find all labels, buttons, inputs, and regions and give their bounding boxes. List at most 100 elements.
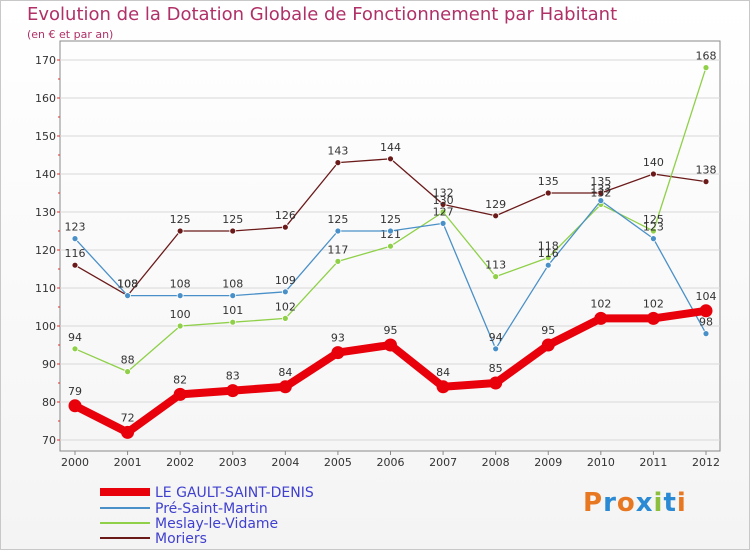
data-label: 108 — [117, 278, 138, 291]
logo-letter: o — [616, 488, 636, 518]
data-label: 123 — [643, 221, 664, 234]
data-point — [281, 314, 289, 322]
data-point — [68, 399, 82, 413]
data-point — [597, 189, 605, 197]
data-point — [597, 197, 605, 205]
data-label: 144 — [380, 141, 401, 154]
data-point — [71, 235, 79, 243]
data-point — [176, 227, 184, 235]
y-tick-label: 160 — [35, 92, 56, 105]
data-label: 130 — [433, 194, 454, 207]
y-tick-label: 110 — [35, 282, 56, 295]
data-point — [439, 200, 447, 208]
x-tick-label: 2008 — [482, 456, 510, 469]
y-tick-label: 150 — [35, 130, 56, 143]
data-point — [544, 189, 552, 197]
data-point — [334, 159, 342, 167]
data-label: 104 — [696, 290, 717, 303]
data-point — [650, 235, 657, 243]
data-point — [699, 304, 713, 318]
x-tick-label: 2005 — [324, 456, 352, 469]
data-point — [439, 219, 447, 227]
data-label: 94 — [489, 331, 503, 344]
data-point — [646, 311, 660, 325]
y-tick-label: 100 — [35, 320, 56, 333]
data-point — [387, 227, 394, 235]
logo-letter: i — [653, 488, 664, 518]
data-label: 126 — [275, 209, 296, 222]
y-tick-label: 170 — [35, 54, 56, 67]
data-point — [439, 208, 447, 216]
data-point — [544, 261, 552, 269]
data-label: 102 — [590, 297, 611, 310]
x-tick-label: 2011 — [639, 456, 667, 469]
data-label: 109 — [275, 274, 296, 287]
data-label: 93 — [331, 332, 345, 345]
x-tick-label: 2004 — [271, 456, 299, 469]
data-point — [124, 292, 131, 300]
data-point — [334, 227, 342, 235]
data-label: 140 — [643, 156, 664, 169]
chart-subtitle: (en € et par an) — [27, 28, 114, 41]
data-point — [489, 376, 503, 390]
y-tick-label: 70 — [42, 434, 56, 447]
legend-label: Pré-Saint-Martin — [155, 501, 268, 517]
data-label: 108 — [222, 278, 243, 291]
data-point — [229, 227, 237, 235]
data-label: 116 — [65, 247, 86, 260]
logo-letter: r — [603, 488, 617, 518]
data-label: 132 — [590, 186, 611, 199]
data-label: 138 — [696, 164, 717, 177]
logo-letter: x — [635, 488, 654, 518]
y-tick-label: 140 — [35, 168, 56, 181]
data-point — [384, 338, 397, 352]
data-label: 98 — [699, 316, 713, 329]
x-tick-label: 2002 — [166, 456, 194, 469]
data-label: 108 — [117, 278, 138, 291]
data-point — [650, 170, 657, 178]
data-label: 113 — [485, 259, 506, 272]
data-label: 125 — [380, 213, 401, 226]
data-point — [71, 345, 79, 353]
data-label: 94 — [68, 331, 82, 344]
data-point — [387, 155, 394, 163]
y-tick-label: 120 — [35, 244, 56, 257]
data-point — [281, 288, 289, 296]
data-point — [436, 380, 450, 394]
logo-letter: P — [583, 488, 604, 518]
y-tick-label: 90 — [42, 358, 56, 371]
data-label: 95 — [384, 324, 398, 337]
data-point — [226, 384, 240, 398]
logo-letter: i — [676, 488, 687, 518]
data-label: 72 — [121, 411, 135, 424]
data-label: 135 — [590, 175, 611, 188]
chart-title: Evolution de la Dotation Globale de Fonc… — [27, 4, 618, 25]
data-point — [176, 292, 184, 300]
data-label: 82 — [173, 373, 187, 386]
data-label: 125 — [327, 213, 348, 226]
x-tick-label: 2000 — [61, 456, 89, 469]
data-point — [334, 257, 342, 265]
data-label: 116 — [538, 247, 559, 260]
data-point — [281, 223, 289, 231]
data-label: 79 — [68, 385, 82, 398]
y-tick-label: 80 — [42, 396, 56, 409]
data-label: 102 — [643, 297, 664, 310]
series-pr-saint-martin: 123 108 108 108 109 125 125 127 94 116 133 123 98 — [65, 183, 713, 353]
x-tick-label: 2012 — [692, 456, 720, 469]
data-point — [278, 380, 292, 394]
legend-label: LE GAULT-SAINT-DENIS — [155, 485, 314, 501]
legend-label: Meslay-le-Vidame — [155, 516, 278, 532]
data-point — [176, 322, 184, 330]
series-moriers: 116 108 125 125 126 143 144 132 129 135 135 140 138 — [65, 141, 717, 300]
data-label: 101 — [222, 304, 243, 317]
data-label: 143 — [327, 145, 348, 158]
data-point — [544, 254, 552, 262]
data-label: 123 — [65, 221, 86, 234]
data-label: 127 — [433, 205, 454, 218]
data-label: 168 — [696, 50, 717, 63]
logo-letter: t — [663, 488, 677, 518]
data-point — [702, 178, 710, 186]
